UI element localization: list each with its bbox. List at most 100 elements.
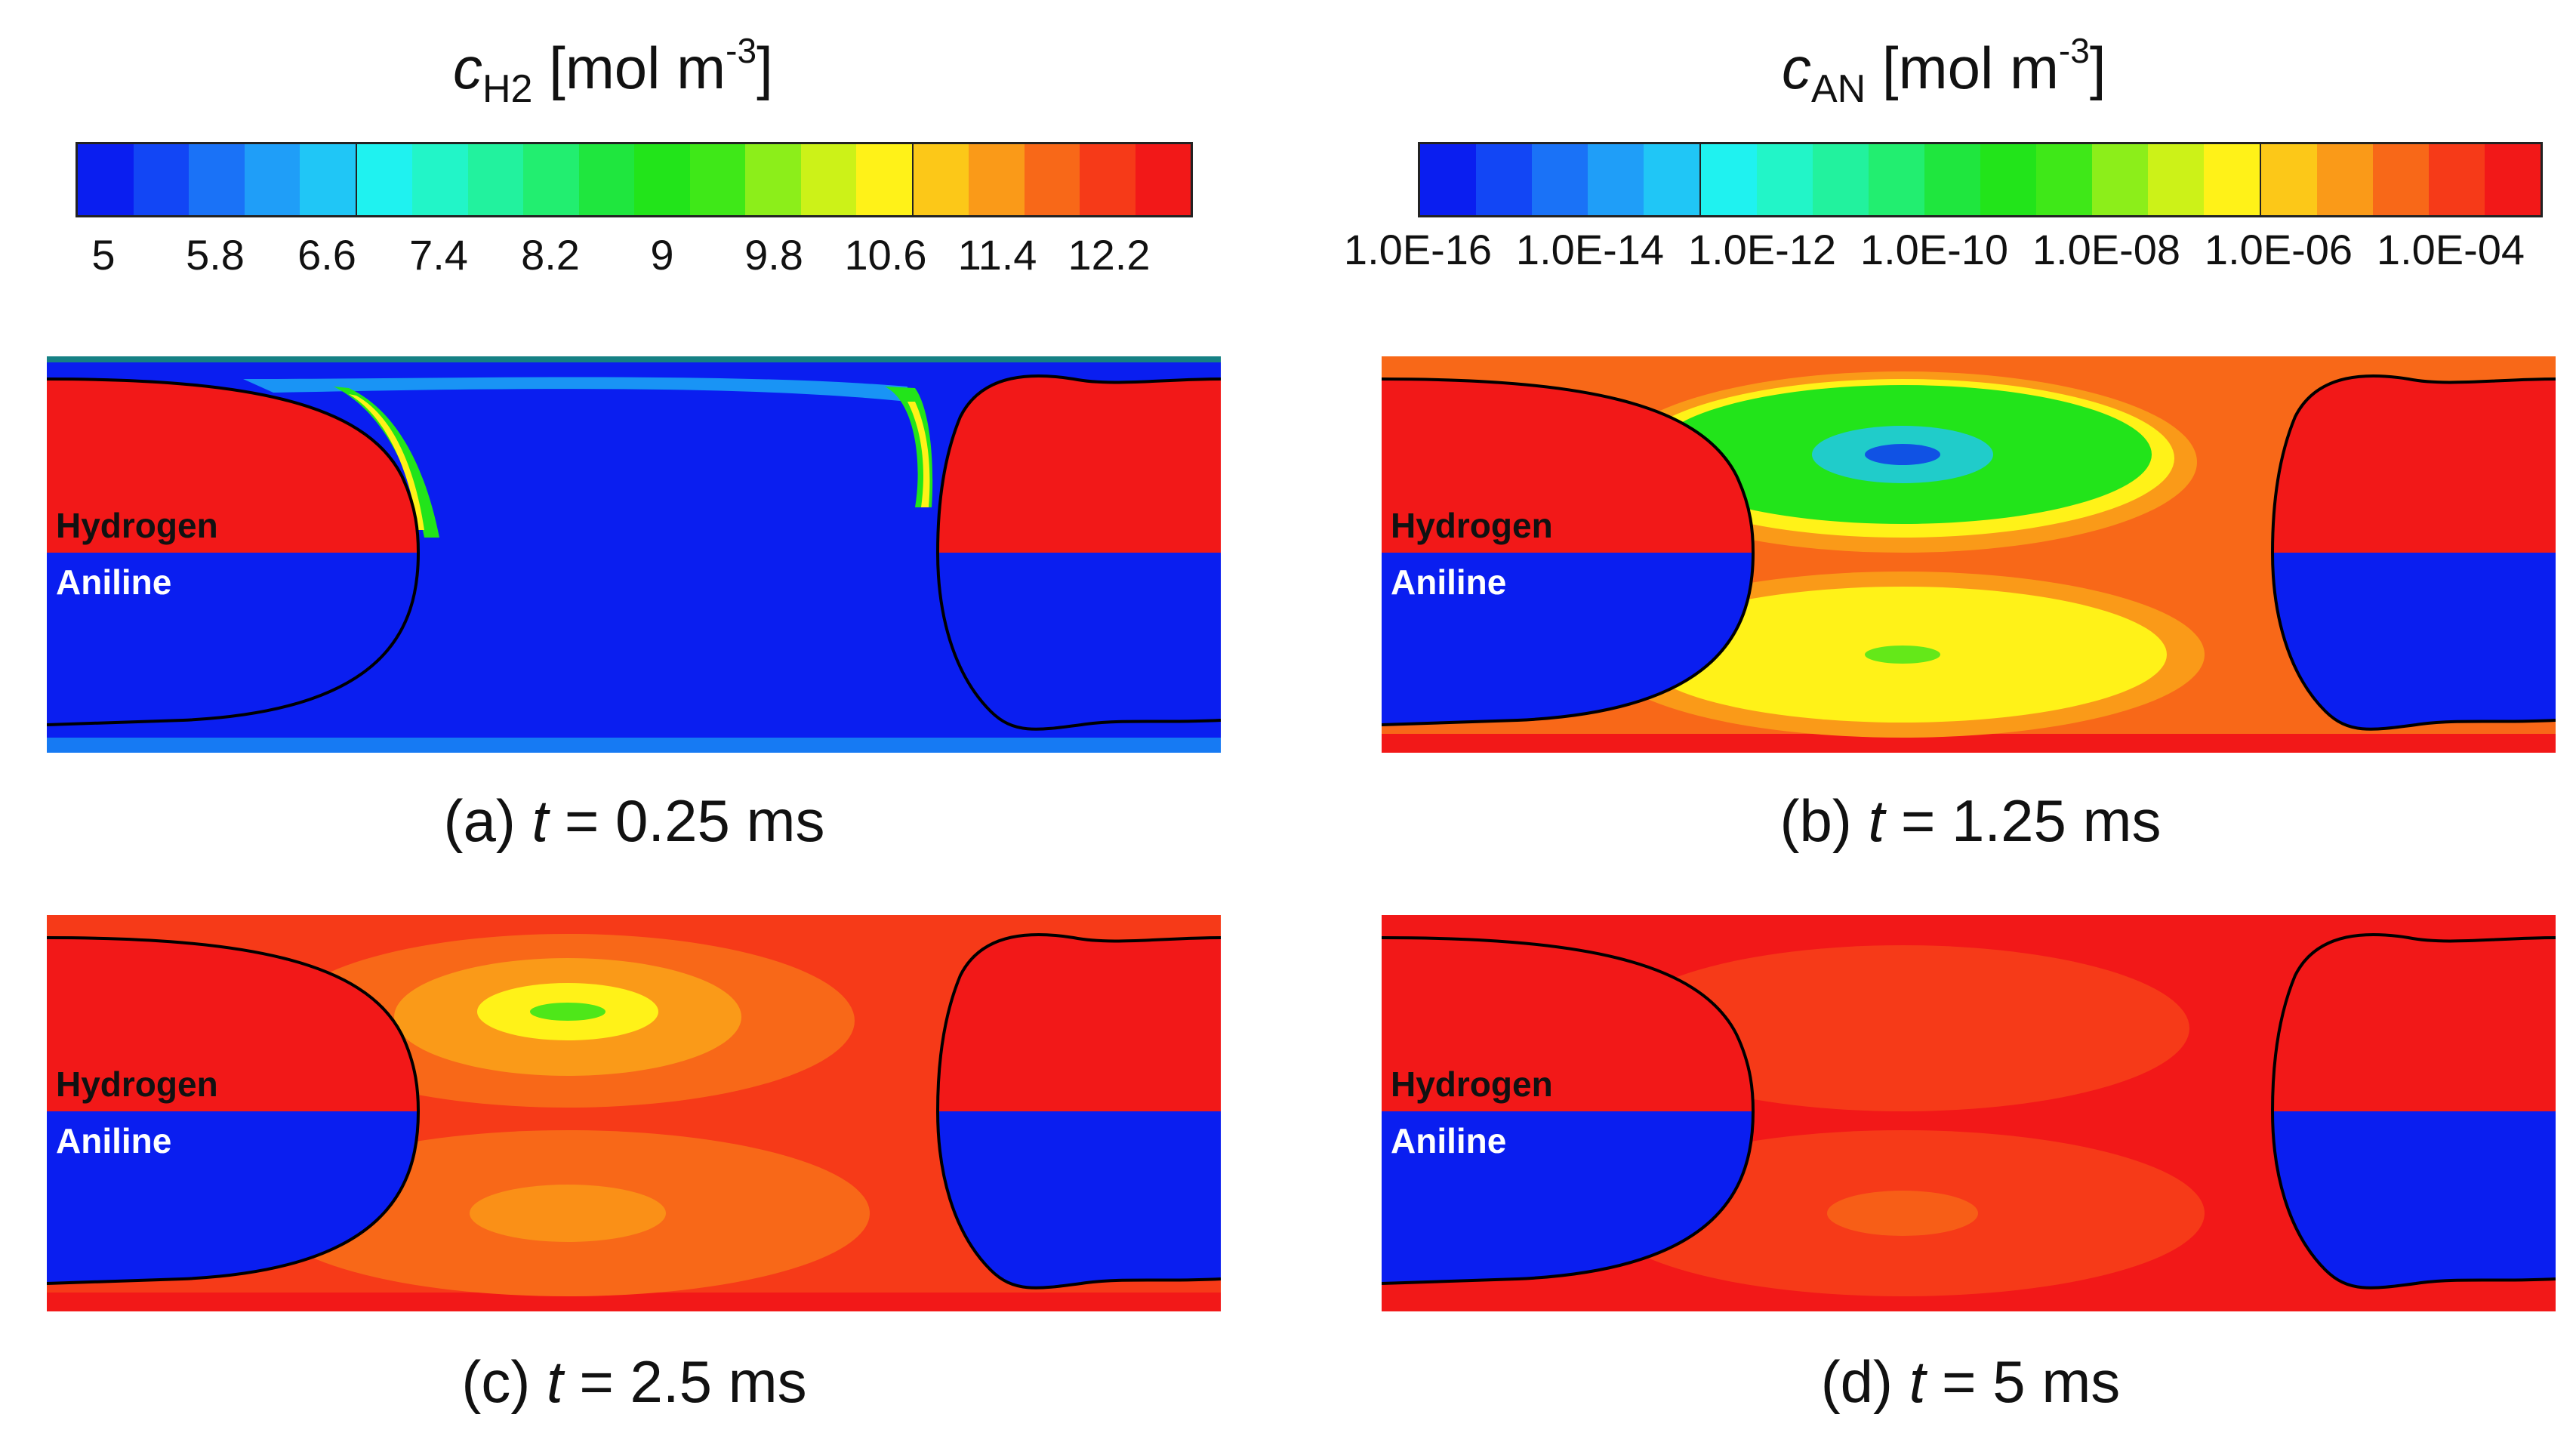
bubble-interface: [935, 374, 1221, 731]
panel-d: Hydrogen Aniline: [1382, 915, 2556, 1311]
colorbar-swatch: [2485, 144, 2541, 215]
label-aniline: Aniline: [1391, 1121, 1506, 1160]
caption-a: (a) t = 0.25 ms: [443, 787, 825, 854]
panel-b: Hydrogen Aniline: [1382, 356, 2556, 753]
contour-region: [334, 387, 439, 538]
colorbar-swatch: [1024, 144, 1080, 215]
contour-region: [1865, 444, 1940, 465]
contour-region: [1382, 379, 1753, 553]
tick-label: 1.0E-14: [1515, 226, 1665, 273]
bubble-interface: [1382, 377, 1755, 726]
label-hydrogen: Hydrogen: [1391, 1065, 1553, 1104]
bubble-interface: [1382, 936, 1755, 1285]
colorbar-an: [1418, 142, 2543, 217]
contour-region: [2272, 375, 2556, 553]
colorbar-swatch: [1813, 144, 1869, 215]
colorbar-swatch: [1080, 144, 1135, 215]
colorbar-swatch: [1757, 144, 1813, 215]
contour-region: [1382, 734, 2556, 753]
tick-label: 8.2: [521, 231, 580, 279]
panel-a-contour: Hydrogen Aniline: [47, 356, 1221, 753]
contour-region: [1382, 553, 1753, 725]
colorbar-swatch: [578, 144, 634, 215]
contour-region: [2272, 553, 2556, 729]
caption-c: (c) t = 2.5 ms: [461, 1348, 807, 1415]
colorbar-h2-title: cH2 [mol m-3]: [453, 31, 773, 111]
caption-d: (d) t = 5 ms: [1820, 1348, 2121, 1415]
colorbar-swatch: [2148, 144, 2204, 215]
label-hydrogen: Hydrogen: [1391, 506, 1553, 545]
panel-d-contour: Hydrogen Aniline: [1382, 915, 2556, 1311]
tick-label: 6.6: [297, 231, 356, 279]
contour-region: [1616, 945, 2189, 1111]
contour-region: [47, 1293, 1221, 1311]
bubble-interface: [2270, 932, 2556, 1290]
colorbar-swatch: [467, 144, 523, 215]
tick-label: 1.0E-16: [1343, 226, 1493, 273]
colorbar-swatch: [745, 144, 801, 215]
tick-label: 5.8: [186, 231, 245, 279]
colorbar-swatch: [689, 144, 745, 215]
label-hydrogen: Hydrogen: [56, 506, 218, 545]
colorbar-swatch: [2429, 144, 2485, 215]
contour-region: [938, 934, 1221, 1111]
colorbar-an-title: cAN [mol m-3]: [1782, 31, 2106, 111]
colorbar-swatch: [2373, 144, 2429, 215]
colorbar-swatch: [1644, 144, 1699, 215]
tick-label: 10.6: [844, 231, 927, 279]
colorbar-swatch: [2317, 144, 2373, 215]
contour-region: [349, 394, 424, 530]
contour-region: [938, 1111, 1221, 1288]
label-aniline: Aniline: [56, 562, 171, 602]
contour-region: [47, 379, 418, 553]
colorbar-an-ticks: 1.0E-16 1.0E-14 1.0E-12 1.0E-10 1.0E-08 …: [1344, 225, 2543, 278]
bubble-interface: [47, 936, 421, 1285]
label-aniline: Aniline: [56, 1121, 171, 1160]
contour-region: [907, 402, 930, 507]
colorbar-swatch: [1869, 144, 1924, 215]
colorbar-swatch: [1135, 144, 1191, 215]
panel-c-contour: Hydrogen Aniline: [47, 915, 1221, 1311]
colorbar-swatch: [800, 144, 856, 215]
colorbar-swatch: [1588, 144, 1644, 215]
colorbar-h2: [75, 142, 1193, 217]
tick-label: 1.0E-08: [2032, 226, 2181, 273]
colorbar-swatch: [969, 144, 1025, 215]
contour-region: [1382, 1111, 1753, 1283]
tick-label: 12.2: [1068, 231, 1151, 279]
contour-region: [47, 553, 418, 725]
colorbar-swatch: [1699, 144, 1757, 215]
contour-region: [2272, 1111, 2556, 1288]
colorbar-swatch: [1420, 144, 1476, 215]
tick-label: 5: [91, 231, 116, 279]
colorbar-swatch: [1532, 144, 1588, 215]
tick-label: 1.0E-12: [1687, 226, 1837, 273]
colorbar-swatch: [189, 144, 245, 215]
colorbar-swatch: [300, 144, 356, 215]
bubble-interface: [2270, 374, 2556, 731]
contour-region: [1382, 938, 1753, 1111]
colorbar-swatch: [856, 144, 912, 215]
contour-region: [1865, 646, 1940, 664]
colorbar-swatch: [1476, 144, 1532, 215]
colorbar-swatch: [412, 144, 468, 215]
tick-label: 1.0E-06: [2204, 226, 2353, 273]
contour-region: [470, 1185, 666, 1242]
panel-a: Hydrogen Aniline: [47, 356, 1221, 753]
colorbar-swatch: [634, 144, 690, 215]
tick-label: 11.4: [957, 231, 1037, 279]
colorbar-swatch: [244, 144, 300, 215]
contour-region: [243, 377, 907, 402]
panel-c: Hydrogen Aniline: [47, 915, 1221, 1311]
colorbar-swatch: [78, 144, 134, 215]
bubble-interface: [47, 377, 421, 726]
colorbar-swatch: [133, 144, 189, 215]
contour-region: [938, 553, 1221, 729]
colorbar-h2-ticks: 5 5.8 6.6 7.4 8.2 9 9.8 10.6 11.4 12.2: [75, 230, 1193, 283]
bubble-interface: [935, 932, 1221, 1290]
tick-label: 1.0E-04: [2376, 226, 2525, 273]
label-aniline: Aniline: [1391, 562, 1506, 602]
caption-b: (b) t = 1.25 ms: [1779, 787, 2162, 854]
colorbar-swatch: [355, 144, 412, 215]
colorbar-swatch: [1980, 144, 2036, 215]
